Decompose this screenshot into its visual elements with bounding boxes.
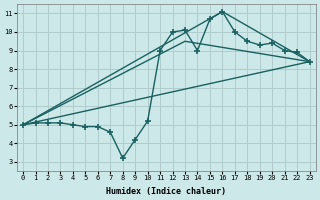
- X-axis label: Humidex (Indice chaleur): Humidex (Indice chaleur): [106, 187, 226, 196]
